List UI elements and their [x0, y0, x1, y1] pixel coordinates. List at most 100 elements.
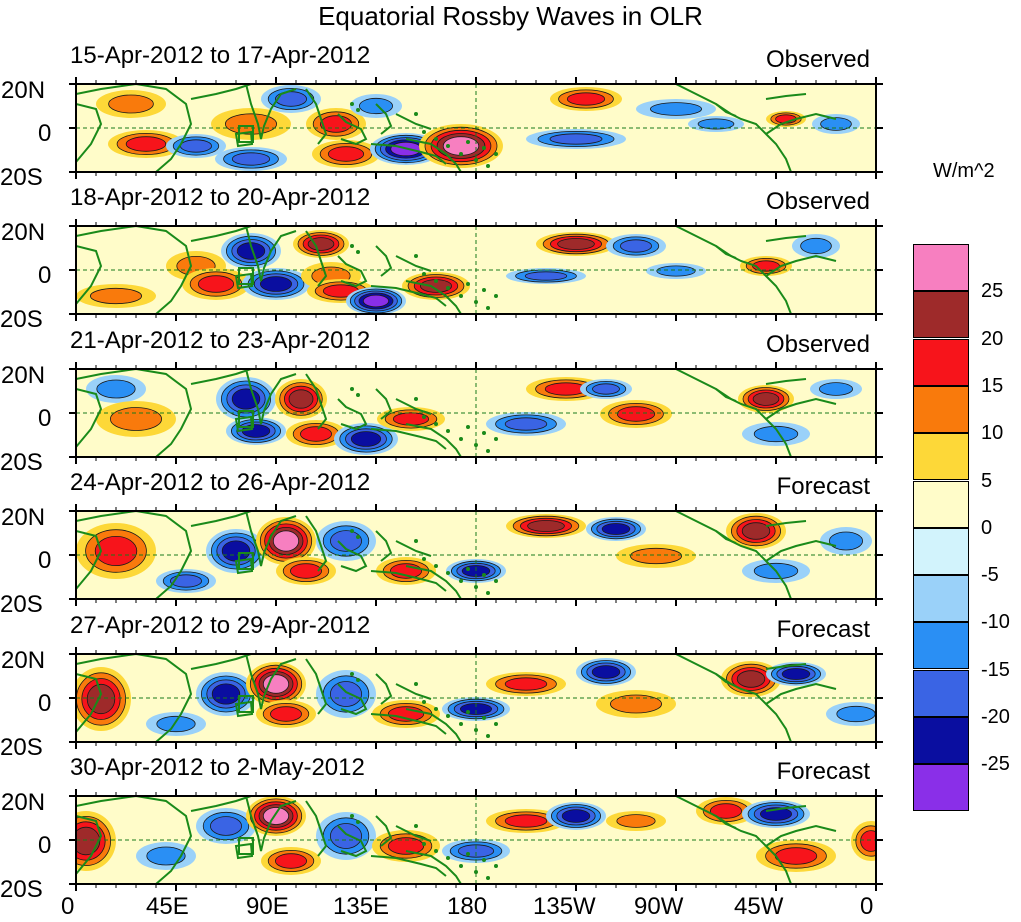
anomaly-contour	[89, 287, 143, 305]
anomaly-contour	[710, 803, 743, 819]
anomaly-contour	[170, 574, 203, 588]
x-tick-label: 45W	[734, 893, 784, 920]
colorbar-label: -20	[981, 706, 1010, 728]
colorbar-swatch	[913, 527, 969, 575]
anomaly-contour	[610, 694, 663, 714]
map-panel: 15-Apr-2012 to 17-Apr-2012 Observed 20N …	[0, 43, 1021, 190]
anomaly-contour	[620, 239, 653, 253]
x-tick-label: 135E	[333, 893, 390, 920]
x-tick-label: 90W	[634, 893, 684, 920]
panel-date-range: 24-Apr-2012 to 26-Apr-2012	[70, 469, 371, 496]
anomaly-contour	[231, 152, 271, 166]
coastlines	[76, 796, 837, 884]
map-panel: 21-Apr-2012 to 23-Apr-2012 Observed 20N …	[0, 327, 1021, 475]
anomaly-contour	[269, 706, 302, 722]
anomaly-contour	[76, 826, 101, 856]
anomaly-contour	[557, 238, 595, 250]
panel-date-range: 21-Apr-2012 to 23-Apr-2012	[70, 327, 371, 354]
anomaly-contour	[231, 388, 261, 410]
anomaly-contour	[299, 426, 332, 442]
island-dots	[350, 672, 498, 738]
colorbar-label: -15	[981, 658, 1010, 681]
olr-map	[69, 789, 883, 891]
anomaly-contour	[774, 847, 818, 865]
anomaly-contour	[307, 237, 335, 251]
anomaly-contour	[697, 118, 735, 130]
anomaly-contour	[329, 681, 362, 707]
lat-label-north: 20N	[1, 77, 46, 104]
anomaly-contour	[504, 417, 548, 431]
x-tick-label: 45E	[146, 893, 189, 920]
map-panel: 18-Apr-2012 to 20-Apr-2012 Observed 20N …	[0, 185, 1021, 332]
colorbar-label: 5	[981, 469, 993, 492]
anomaly-contour	[259, 276, 292, 292]
colorbar-label: -25	[981, 753, 1010, 776]
map-panel: 27-Apr-2012 to 29-Apr-2012 Forecast 20N …	[0, 612, 1021, 760]
coastlines	[76, 654, 837, 742]
colorbar-swatch	[913, 291, 969, 339]
anomaly-contour	[753, 425, 799, 443]
colorbar-label: -10	[981, 611, 1010, 634]
olr-map	[69, 77, 883, 179]
colorbar-units: W/m^2	[933, 160, 995, 182]
anomaly-contour	[329, 823, 362, 849]
anomaly-contour	[524, 271, 568, 281]
lat-label-south: 20S	[0, 449, 43, 476]
colorbar-label: 25	[981, 280, 1004, 303]
lat-label-north: 20N	[1, 362, 46, 389]
lat-label-equator: 0	[38, 690, 52, 717]
anomaly-contour	[656, 265, 696, 277]
region-box	[238, 410, 254, 428]
panel-status: Observed	[765, 188, 870, 215]
anomaly-contour	[527, 520, 565, 532]
panel-status: Forecast	[776, 473, 870, 500]
x-tick-label: 90E	[246, 893, 289, 920]
colorbar-swatch	[913, 764, 969, 812]
anomaly-contour	[566, 92, 606, 106]
anomaly-contour	[125, 136, 167, 152]
colorbar-label: -5	[981, 564, 999, 587]
anomaly-contour	[86, 683, 116, 715]
region-box	[238, 695, 254, 713]
map-panel: 24-Apr-2012 to 26-Apr-2012 Forecast 20N …	[0, 469, 1021, 617]
colorbar-swatch	[913, 717, 969, 764]
region-box	[238, 267, 254, 285]
island-dots	[350, 387, 498, 453]
anomaly-contour	[392, 412, 430, 426]
lat-label-north: 20N	[1, 504, 46, 531]
coastlines	[76, 226, 837, 314]
olr-map	[69, 362, 883, 464]
figure-title: Equatorial Rossby Waves in OLR	[318, 1, 703, 31]
anomaly-contour	[650, 102, 703, 116]
anomaly-contour	[800, 237, 832, 255]
anomaly-contour	[836, 705, 876, 723]
anomaly-contour	[549, 133, 603, 145]
anomaly-contour	[262, 674, 290, 694]
lat-label-equator: 0	[38, 405, 52, 432]
anomaly-contour	[94, 535, 138, 567]
coastlines	[76, 511, 837, 599]
panel-status: Forecast	[776, 758, 870, 785]
map-panel: 30-Apr-2012 to 2-May-2012 Forecast 20N 0…	[0, 755, 1021, 902]
region-box	[238, 552, 254, 570]
anomaly-contour	[616, 814, 656, 828]
coastlines	[76, 369, 837, 457]
anomaly-contour	[288, 389, 314, 409]
anomaly-contour	[616, 406, 656, 422]
panel-date-range: 27-Apr-2012 to 29-Apr-2012	[70, 612, 371, 639]
anomaly-contour	[781, 668, 811, 680]
colorbar-swatch	[913, 575, 969, 623]
colorbar-swatch	[913, 669, 969, 717]
anomaly-contour	[358, 97, 393, 115]
anomaly-contour	[146, 846, 186, 866]
anomaly-contour	[592, 383, 620, 395]
lat-label-equator: 0	[38, 832, 52, 859]
anomaly-contour	[829, 531, 864, 551]
anomaly-contour	[561, 809, 591, 823]
anomaly-contour	[197, 275, 235, 293]
colorbar-swatch	[913, 622, 969, 670]
anomaly-contour	[221, 540, 251, 562]
lat-label-equator: 0	[38, 120, 52, 147]
anomaly-contour	[108, 94, 154, 114]
region-box	[238, 125, 254, 143]
